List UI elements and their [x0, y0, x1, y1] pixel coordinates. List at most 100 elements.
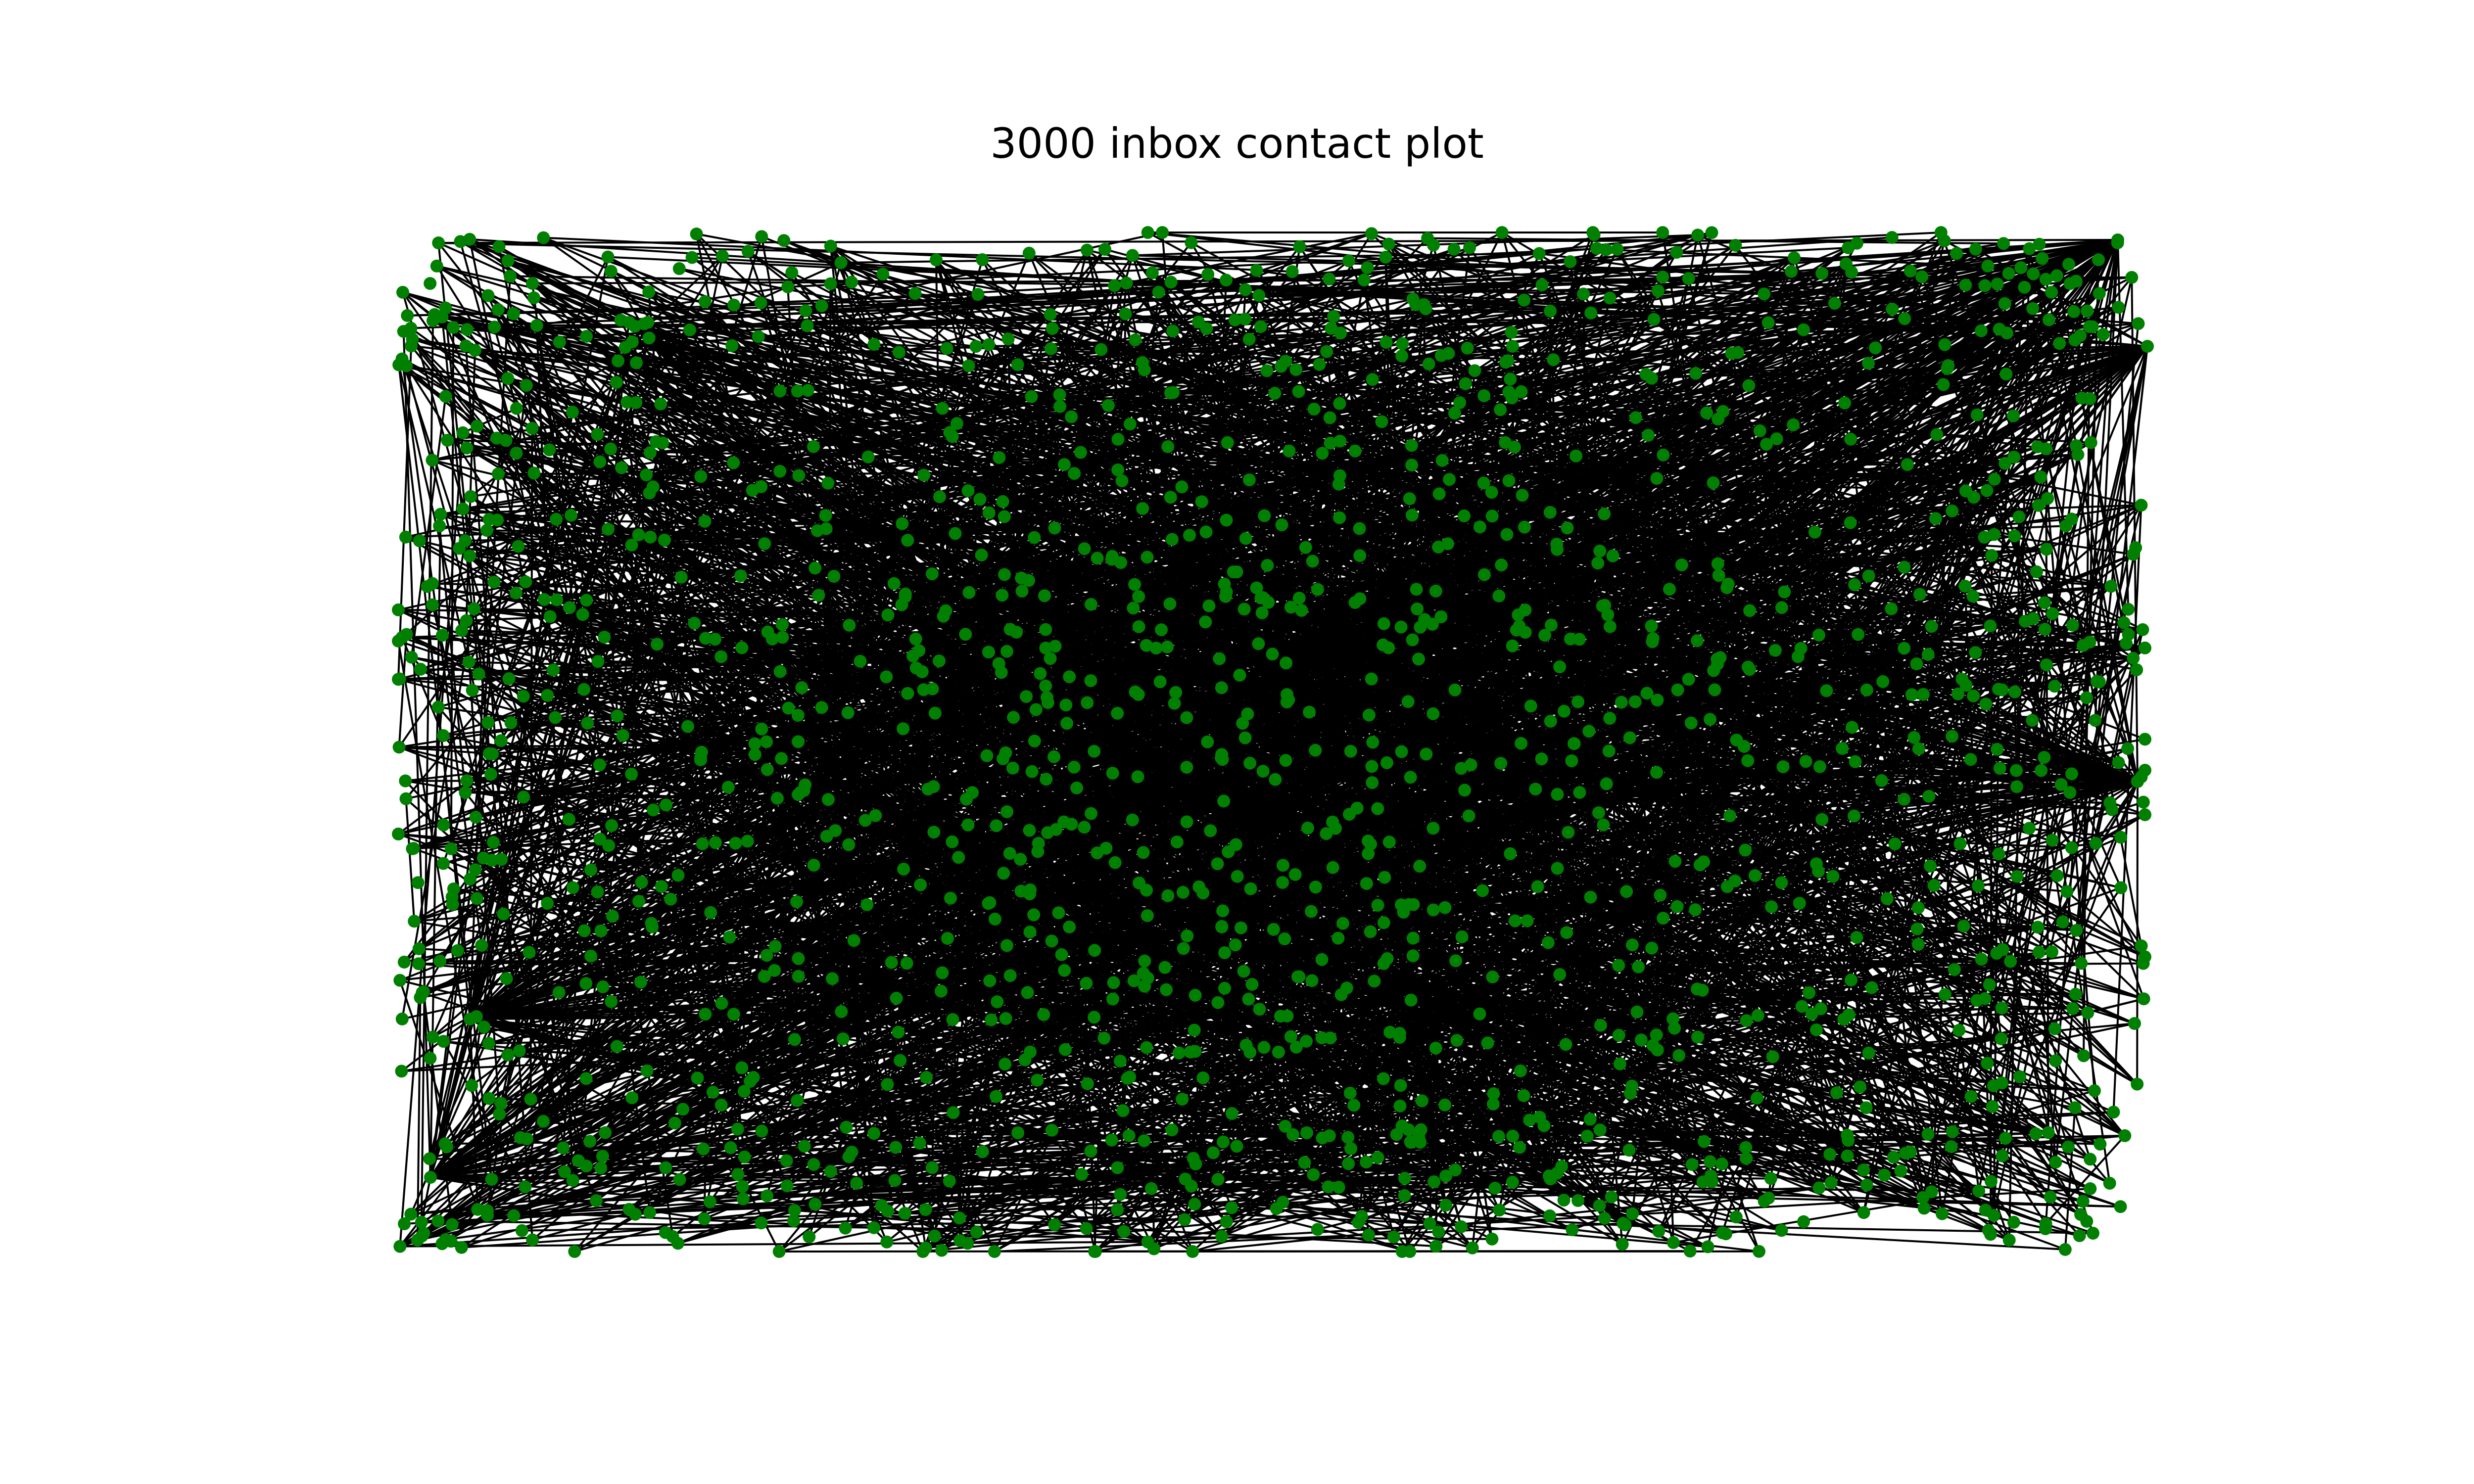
node [1207, 1146, 1220, 1159]
node [1152, 285, 1165, 299]
node [1495, 558, 1508, 572]
node [1275, 518, 1288, 531]
node [625, 767, 638, 781]
node [1670, 246, 1683, 259]
edge [825, 528, 921, 1144]
node [557, 1141, 570, 1155]
node [897, 862, 910, 876]
node [1395, 745, 1408, 758]
node [821, 476, 835, 490]
node [1365, 760, 1379, 773]
node [1439, 1199, 1453, 1212]
node [959, 628, 972, 641]
node [1996, 1076, 2008, 1090]
node [1204, 824, 1217, 837]
node [1910, 657, 1923, 670]
edge [470, 478, 1995, 1020]
node [1141, 551, 1154, 564]
node [1141, 226, 1154, 239]
edge [1245, 737, 2138, 783]
node [481, 289, 495, 302]
edge [649, 337, 2138, 783]
node [1555, 1160, 1569, 1173]
edge [2131, 277, 2139, 782]
edge [401, 1018, 471, 1072]
node [674, 570, 688, 584]
node [464, 490, 477, 503]
node [1412, 652, 1425, 666]
node [1845, 721, 1858, 734]
node [897, 722, 910, 736]
node [497, 907, 510, 921]
node [1492, 589, 1506, 603]
node [584, 949, 598, 963]
node [2008, 529, 2021, 543]
node [415, 1215, 428, 1229]
node [1398, 1189, 1411, 1202]
node [487, 575, 501, 589]
node [709, 633, 722, 646]
node [640, 1064, 654, 1077]
node [1201, 735, 1214, 748]
edge [859, 440, 1340, 662]
node [2084, 1153, 2097, 1166]
node [1402, 898, 1416, 911]
node [1808, 525, 1821, 539]
node [1988, 528, 2001, 541]
node [1596, 599, 1609, 612]
node [1958, 579, 1972, 593]
node [970, 1225, 983, 1239]
edge [432, 320, 1832, 1184]
edge [1217, 345, 2148, 1004]
node [2033, 237, 2046, 251]
node [601, 250, 615, 264]
node [768, 964, 781, 977]
node [1404, 993, 1418, 1007]
node [520, 379, 533, 392]
node [1775, 601, 1788, 614]
node [406, 332, 419, 346]
node [1081, 696, 1094, 709]
node [399, 530, 412, 544]
node [1620, 885, 1633, 898]
node [2141, 340, 2154, 353]
node [1584, 890, 1597, 904]
node [724, 1141, 737, 1155]
edge [405, 798, 416, 922]
node [975, 549, 988, 561]
node [906, 649, 919, 663]
node [399, 774, 412, 788]
node [1360, 877, 1373, 890]
node [625, 1091, 639, 1105]
node [1415, 1094, 1428, 1108]
edge [430, 1176, 650, 1214]
node [1282, 693, 1295, 706]
node [760, 735, 773, 748]
node [715, 997, 728, 1010]
node [456, 502, 470, 515]
edge [501, 345, 2148, 861]
node [495, 853, 508, 866]
edge [470, 1018, 1410, 1252]
node [1557, 1194, 1570, 1207]
node [927, 780, 940, 793]
node [1119, 307, 1132, 321]
node [610, 1040, 623, 1053]
node [1111, 463, 1125, 476]
node [2128, 1017, 2141, 1030]
node [983, 896, 997, 909]
node [1380, 756, 1393, 769]
node [1140, 1041, 1153, 1054]
node [433, 519, 446, 533]
node [1982, 1224, 1995, 1237]
node [501, 1048, 515, 1062]
node [1105, 550, 1119, 563]
node [1229, 938, 1242, 952]
node [1537, 1119, 1551, 1132]
node [888, 1174, 902, 1187]
node [890, 991, 903, 1005]
node [896, 517, 909, 530]
node [1269, 773, 1282, 786]
node [1038, 589, 1051, 603]
node [1911, 938, 1925, 951]
